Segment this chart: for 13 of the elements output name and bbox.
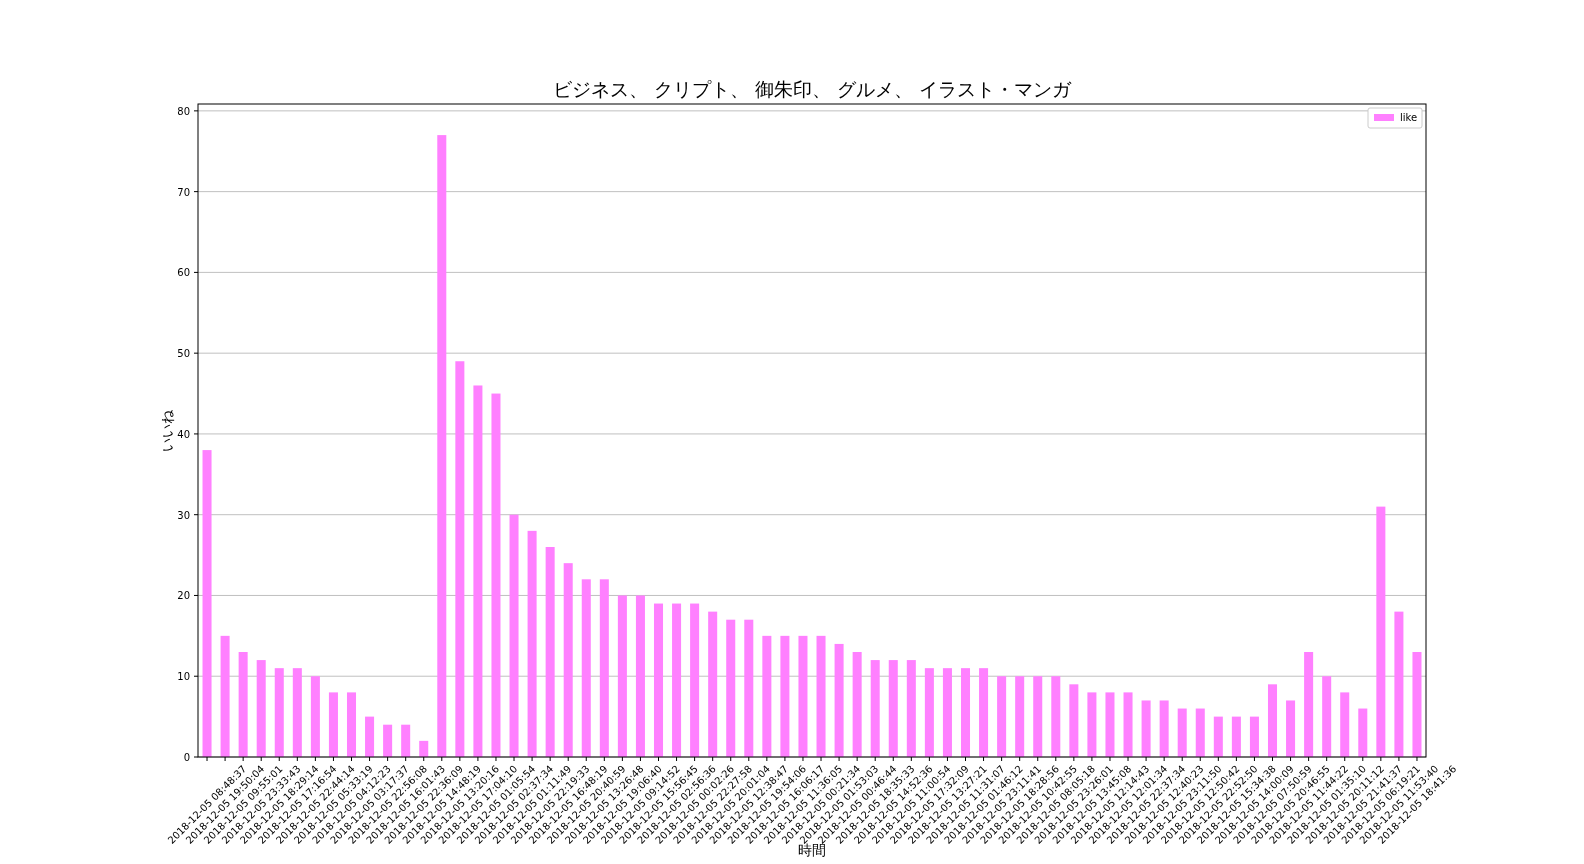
y-tick-label: 50 [177, 348, 190, 360]
y-tick-label: 60 [177, 267, 190, 279]
chart-title: ビジネス、 クリプト、 御朱印、 グルメ、 イラスト・マンガ [552, 78, 1073, 100]
y-axis-title: いいね [159, 408, 175, 452]
y-tick-label: 30 [177, 509, 190, 521]
y-tick-label: 10 [177, 671, 190, 683]
y-tick-label: 40 [177, 428, 190, 440]
y-tick-label: 20 [177, 590, 190, 602]
y-tick-label: 80 [177, 105, 190, 117]
legend: like [1367, 107, 1423, 129]
y-tick-label: 0 [183, 752, 190, 763]
legend-label: like [1400, 112, 1418, 123]
y-tick-label: 70 [177, 186, 190, 198]
